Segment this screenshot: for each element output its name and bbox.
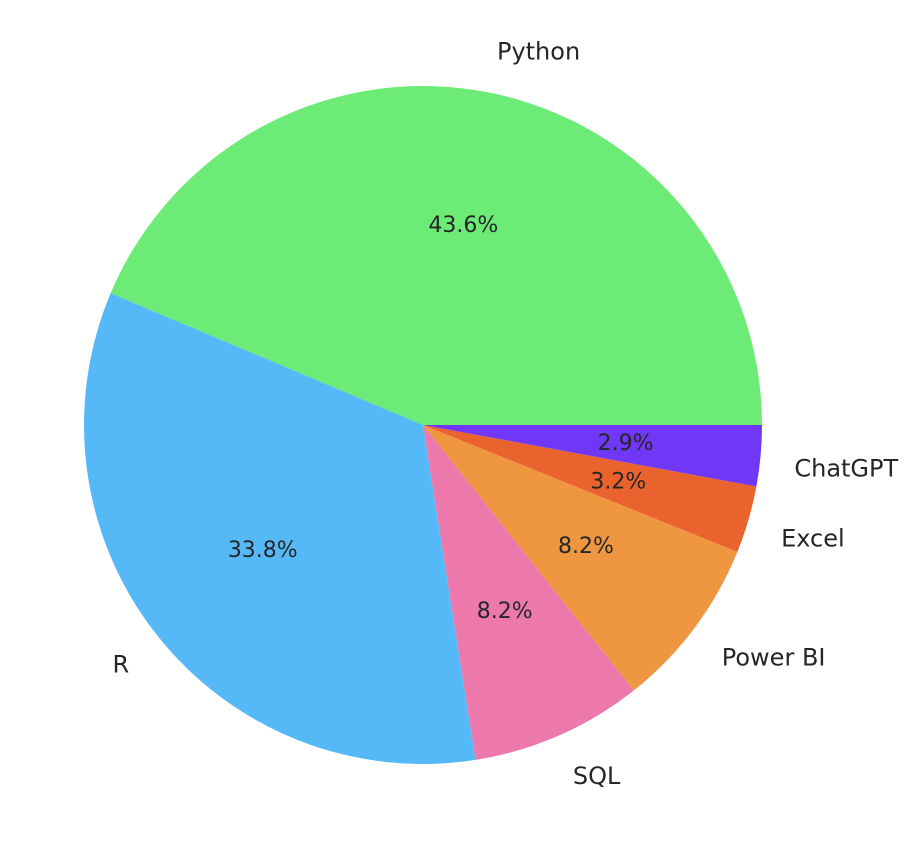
- slice-label-chatgpt: ChatGPT: [794, 455, 898, 483]
- slice-percent-power-bi: 8.2%: [558, 534, 614, 559]
- pie-slice-r: [84, 293, 476, 764]
- slices-layer: [84, 85, 762, 764]
- slice-label-python: Python: [497, 38, 580, 66]
- pie-slice-python: [110, 85, 762, 425]
- slice-percent-chatgpt: 2.9%: [598, 431, 654, 456]
- slice-label-power-bi: Power BI: [722, 644, 826, 672]
- slice-percent-excel: 3.2%: [590, 469, 646, 494]
- slice-percent-r: 33.8%: [228, 538, 298, 563]
- slice-percent-python: 43.6%: [428, 213, 498, 238]
- pie-slice-excel: [423, 425, 757, 552]
- outer-labels-layer: Python R SQL Power BI Excel ChatGPT: [113, 38, 899, 791]
- slice-percent-sql: 8.2%: [477, 599, 533, 624]
- pie-slice-power-bi: [423, 425, 738, 691]
- slice-label-excel: Excel: [781, 525, 845, 553]
- pct-labels-layer: 43.6% 33.8% 8.2% 8.2% 3.2% 2.9%: [228, 213, 654, 624]
- slice-label-r: R: [113, 650, 130, 678]
- pie-slice-sql: [423, 425, 634, 760]
- slice-label-sql: SQL: [573, 762, 621, 790]
- pie-slice-chatgpt: [423, 425, 762, 487]
